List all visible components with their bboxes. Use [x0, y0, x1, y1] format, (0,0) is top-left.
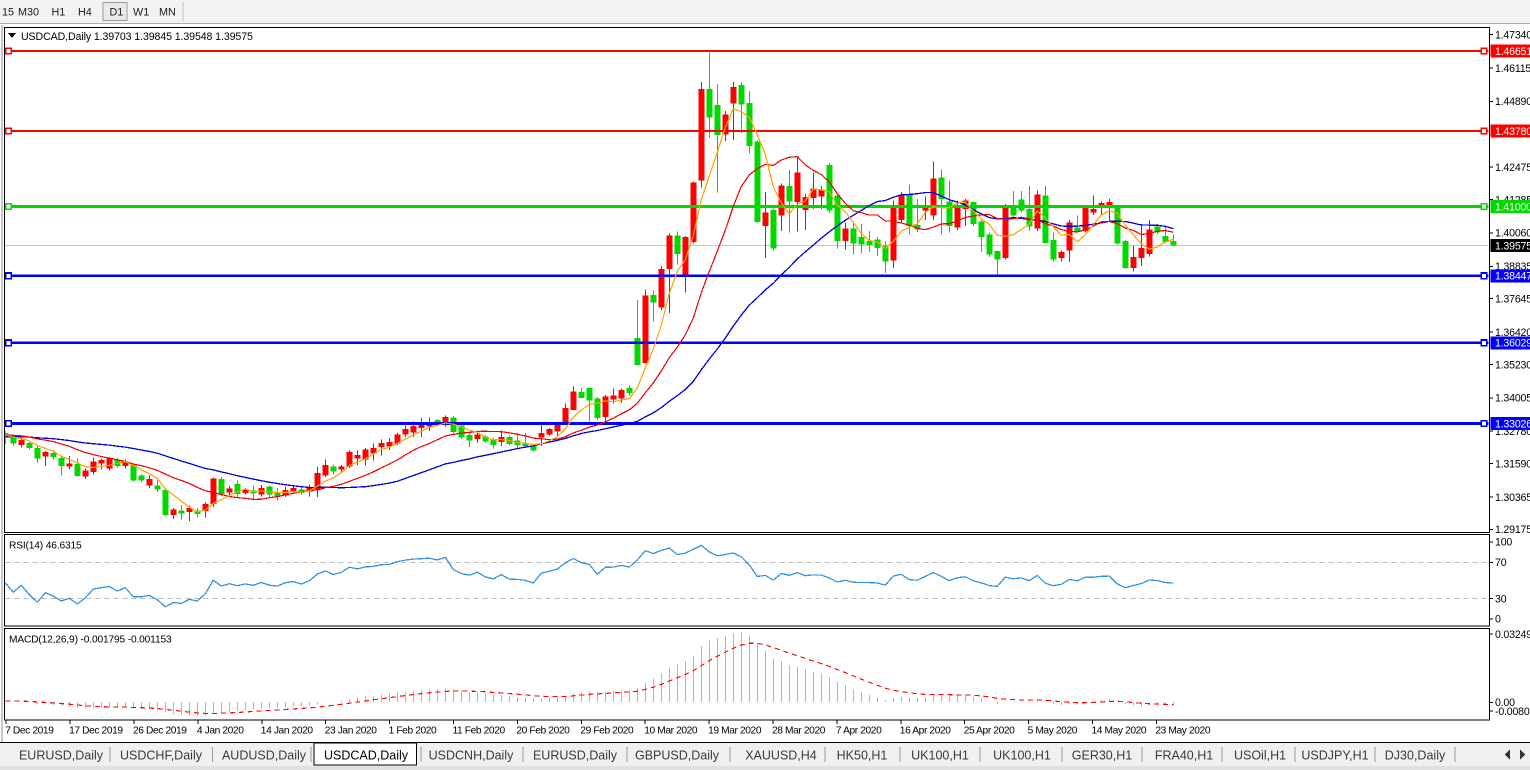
svg-text:1.36420: 1.36420 [1495, 327, 1530, 339]
svg-text:USDCNH,Daily: USDCNH,Daily [429, 749, 514, 763]
svg-text:1.40060: 1.40060 [1495, 228, 1530, 240]
svg-text:H1: H1 [52, 7, 66, 19]
svg-text:1.46651: 1.46651 [1495, 46, 1530, 58]
svg-text:14 May 2020: 14 May 2020 [1092, 726, 1147, 737]
svg-text:5 May 2020: 5 May 2020 [1028, 726, 1078, 737]
svg-text:USDCAD,Daily: USDCAD,Daily [324, 749, 409, 763]
svg-text:15: 15 [2, 7, 14, 19]
svg-text:10 Mar 2020: 10 Mar 2020 [644, 726, 698, 737]
svg-text:17 Dec 2019: 17 Dec 2019 [69, 726, 123, 737]
svg-text:EURUSD,Daily: EURUSD,Daily [19, 749, 104, 763]
svg-text:14 Jan 2020: 14 Jan 2020 [261, 726, 314, 737]
svg-text:1.35230: 1.35230 [1495, 359, 1530, 371]
svg-text:1.43780: 1.43780 [1495, 126, 1530, 138]
svg-text:0.032493: 0.032493 [1495, 629, 1530, 641]
svg-text:20 Feb 2020: 20 Feb 2020 [516, 726, 570, 737]
svg-text:1.30365: 1.30365 [1495, 492, 1530, 504]
svg-text:0: 0 [1495, 614, 1501, 626]
svg-text:MACD(12,26,9) -0.001795 -0.001: MACD(12,26,9) -0.001795 -0.001153 [9, 635, 172, 646]
svg-text:MN: MN [159, 7, 176, 19]
svg-text:7 Apr 2020: 7 Apr 2020 [836, 726, 882, 737]
svg-text:1.31590: 1.31590 [1495, 458, 1530, 470]
svg-text:EURUSD,Daily: EURUSD,Daily [533, 749, 618, 763]
svg-text:1.36029: 1.36029 [1495, 338, 1530, 350]
svg-text:1.44890: 1.44890 [1495, 96, 1530, 108]
svg-text:16 Apr 2020: 16 Apr 2020 [900, 726, 951, 737]
svg-text:1.47340: 1.47340 [1495, 29, 1530, 41]
svg-text:RSI(14) 46.6315: RSI(14) 46.6315 [9, 541, 82, 552]
svg-text:HK50,H1: HK50,H1 [837, 749, 888, 763]
svg-text:23 Jan 2020: 23 Jan 2020 [325, 726, 378, 737]
svg-text:100: 100 [1495, 537, 1512, 549]
svg-text:D1: D1 [110, 7, 124, 19]
svg-text:1.38447: 1.38447 [1495, 271, 1530, 283]
svg-text:29 Feb 2020: 29 Feb 2020 [580, 726, 634, 737]
svg-text:30: 30 [1495, 593, 1507, 605]
svg-text:19 Mar 2020: 19 Mar 2020 [708, 726, 762, 737]
svg-text:1.41000: 1.41000 [1495, 201, 1530, 213]
svg-text:1.29175: 1.29175 [1495, 524, 1530, 536]
svg-text:M30: M30 [18, 7, 39, 19]
svg-text:-0.008086: -0.008086 [1495, 706, 1530, 718]
svg-text:W1: W1 [133, 7, 149, 19]
svg-text:FRA40,H1: FRA40,H1 [1155, 749, 1213, 763]
svg-text:4 Jan 2020: 4 Jan 2020 [197, 726, 244, 737]
svg-text:USOil,H1: USOil,H1 [1234, 749, 1286, 763]
svg-text:1.46115: 1.46115 [1495, 63, 1530, 75]
svg-text:1 Feb 2020: 1 Feb 2020 [389, 726, 437, 737]
svg-text:UK100,H1: UK100,H1 [993, 749, 1051, 763]
svg-text:70: 70 [1495, 557, 1507, 569]
svg-text:GER30,H1: GER30,H1 [1072, 749, 1132, 763]
svg-text:7 Dec 2019: 7 Dec 2019 [5, 726, 54, 737]
svg-text:28 Mar 2020: 28 Mar 2020 [772, 726, 826, 737]
svg-text:25 Apr 2020: 25 Apr 2020 [964, 726, 1015, 737]
svg-text:UK100,H1: UK100,H1 [911, 749, 969, 763]
svg-text:XAUUSD,H4: XAUUSD,H4 [745, 749, 817, 763]
svg-text:1.34005: 1.34005 [1495, 393, 1530, 405]
svg-text:0.00: 0.00 [1495, 697, 1515, 709]
svg-text:23 May 2020: 23 May 2020 [1155, 726, 1210, 737]
svg-text:1.37645: 1.37645 [1495, 294, 1530, 306]
svg-text:USDJPY,H1: USDJPY,H1 [1301, 749, 1368, 763]
svg-text:USDCHF,Daily: USDCHF,Daily [120, 749, 203, 763]
svg-text:AUDUSD,Daily: AUDUSD,Daily [222, 749, 307, 763]
svg-text:26 Dec 2019: 26 Dec 2019 [133, 726, 187, 737]
svg-text:11 Feb 2020: 11 Feb 2020 [453, 726, 506, 737]
svg-text:H4: H4 [78, 7, 92, 19]
svg-text:1.42475: 1.42475 [1495, 162, 1530, 174]
svg-text:GBPUSD,Daily: GBPUSD,Daily [635, 749, 720, 763]
svg-text:1.33026: 1.33026 [1495, 418, 1530, 430]
svg-text:1.39575: 1.39575 [1495, 240, 1530, 252]
svg-text:USDCAD,Daily 1.39703 1.39845: USDCAD,Daily 1.39703 1.39845 1.39548 1.3… [21, 31, 253, 43]
svg-text:DJ30,Daily: DJ30,Daily [1385, 749, 1446, 763]
